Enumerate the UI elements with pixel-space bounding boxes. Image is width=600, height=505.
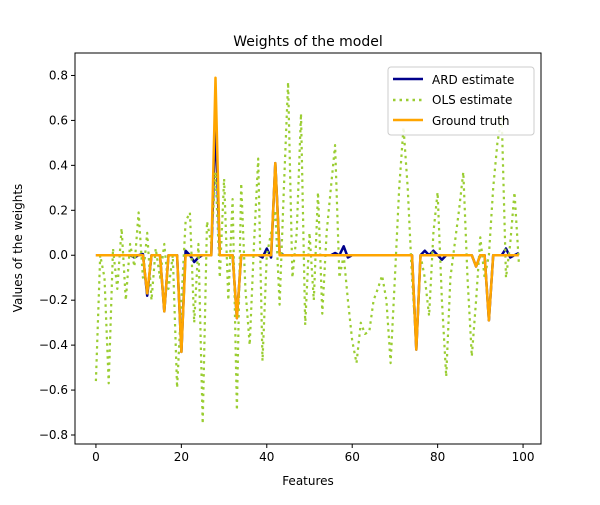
y-tick-label: 0.6 [49,113,68,127]
x-tick-label: 20 [174,450,189,464]
y-tick-label: −0.2 [39,293,68,307]
plot-frame [74,52,542,445]
x-tick-label: 80 [430,450,445,464]
chart-title: Weights of the model [233,34,382,50]
y-tick-label: −0.6 [39,383,68,397]
x-tick-label: 60 [345,450,360,464]
x-axis-label: Features [282,474,334,488]
y-axis-label: Values of the weights [11,184,25,313]
x-axis: 0 20 40 60 80 100 [92,444,535,464]
y-tick-label: 0.0 [49,248,68,262]
y-tick-label: 0.8 [49,68,68,82]
y-tick-label: −0.8 [39,428,68,442]
legend: ARD estimate OLS estimate Ground truth [387,66,535,136]
legend-label-ground-truth: Ground truth [432,114,510,128]
x-tick-label: 0 [92,450,100,464]
y-tick-label: 0.4 [49,158,68,172]
y-tick-label: −0.4 [39,338,68,352]
series-layer [94,76,520,425]
legend-label-ard: ARD estimate [432,73,514,87]
x-tick-label: 40 [259,450,274,464]
series-line-ground-truth [95,76,519,354]
y-tick-label: 0.2 [49,203,68,217]
y-axis: −0.8 −0.6 −0.4 −0.2 0.0 0.2 0.4 0.6 0.8 [39,68,75,442]
x-tick-label: 100 [512,450,535,464]
legend-label-ols: OLS estimate [432,93,512,107]
legend-box [387,66,535,136]
